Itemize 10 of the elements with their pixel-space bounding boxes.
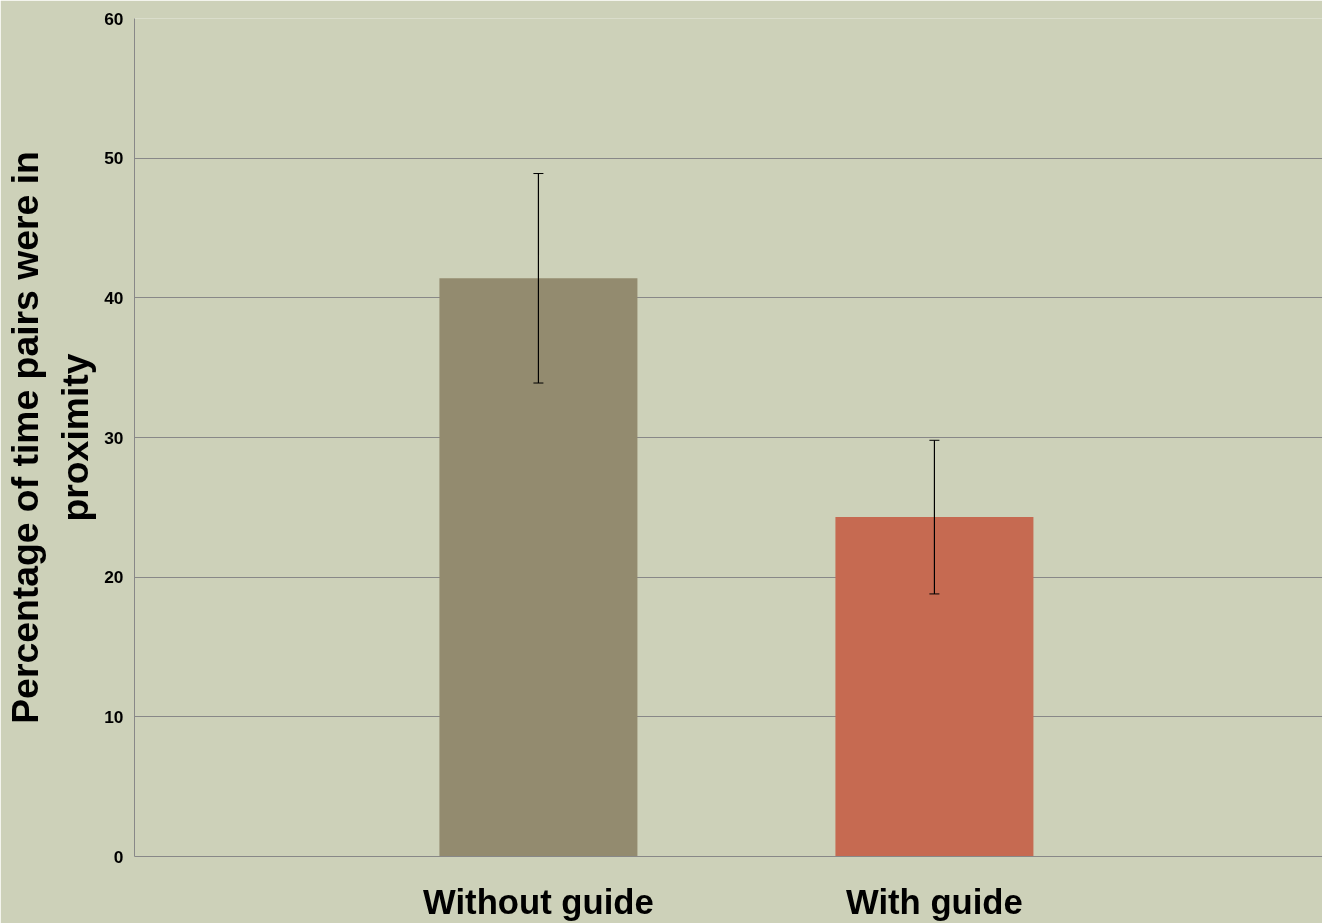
y-tick-label: 20 — [104, 567, 124, 588]
x-tick-label: With guide — [846, 882, 1023, 921]
y-tick-label: 0 — [113, 846, 124, 867]
y-tick-label: 30 — [104, 427, 124, 448]
y-tick-label: 40 — [104, 287, 124, 308]
y-axis-title: Percentage of time pairs were in proximity — [3, 151, 97, 724]
y-tick-label: 60 — [104, 8, 124, 29]
x-tick-label: Without guide — [423, 882, 654, 921]
y-tick-label: 50 — [104, 148, 124, 169]
y-tick-label: 10 — [104, 706, 124, 727]
